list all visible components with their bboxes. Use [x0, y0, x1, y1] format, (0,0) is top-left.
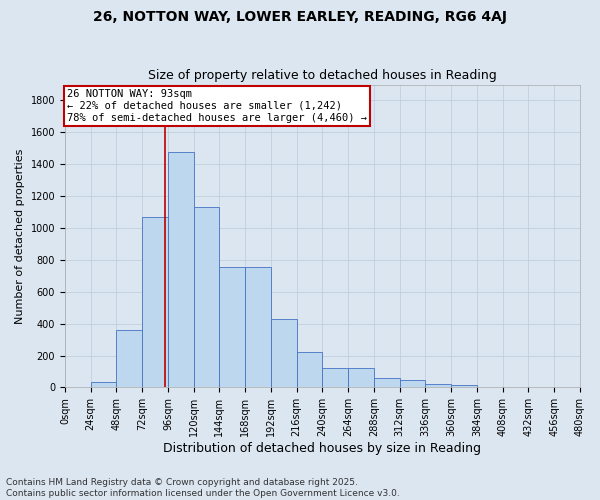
Text: 26 NOTTON WAY: 93sqm
← 22% of detached houses are smaller (1,242)
78% of semi-de: 26 NOTTON WAY: 93sqm ← 22% of detached h…: [67, 90, 367, 122]
Bar: [374, 378, 400, 388]
Bar: [348, 368, 374, 388]
Bar: [194, 208, 220, 388]
Bar: [91, 382, 116, 388]
Title: Size of property relative to detached houses in Reading: Size of property relative to detached ho…: [148, 69, 497, 82]
Bar: [322, 368, 348, 388]
Bar: [271, 319, 296, 388]
Bar: [142, 217, 168, 388]
Bar: [168, 152, 194, 388]
Y-axis label: Number of detached properties: Number of detached properties: [15, 148, 25, 324]
Bar: [425, 384, 451, 388]
Bar: [296, 352, 322, 388]
Bar: [451, 384, 477, 388]
Text: Contains HM Land Registry data © Crown copyright and database right 2025.
Contai: Contains HM Land Registry data © Crown c…: [6, 478, 400, 498]
Bar: [116, 330, 142, 388]
Bar: [220, 267, 245, 388]
X-axis label: Distribution of detached houses by size in Reading: Distribution of detached houses by size …: [163, 442, 481, 455]
Bar: [400, 380, 425, 388]
Text: 26, NOTTON WAY, LOWER EARLEY, READING, RG6 4AJ: 26, NOTTON WAY, LOWER EARLEY, READING, R…: [93, 10, 507, 24]
Bar: [245, 267, 271, 388]
